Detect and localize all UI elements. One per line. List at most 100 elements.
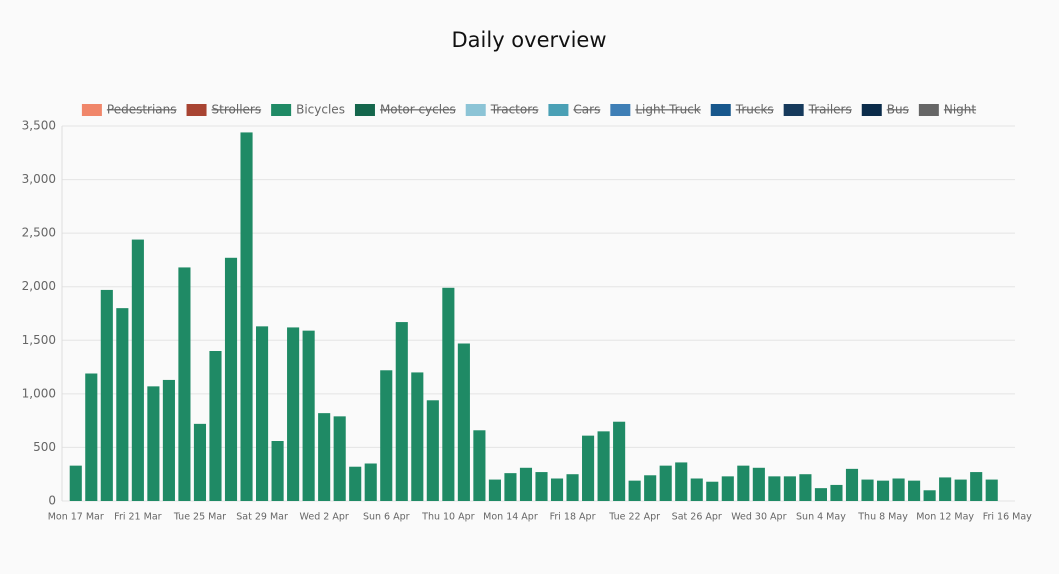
legend-swatch [354, 104, 375, 116]
bar [100, 289, 113, 501]
x-tick-label: Fri 16 May [983, 512, 1032, 523]
legend-swatch [186, 104, 207, 116]
bar [395, 322, 408, 501]
bar [985, 479, 998, 501]
legend-label: Motor cycles [380, 103, 456, 117]
bar [240, 132, 253, 501]
legend-label: Trucks [735, 103, 774, 117]
bar [193, 423, 207, 501]
bar [597, 431, 610, 501]
bar [535, 472, 548, 501]
legend-swatch [271, 104, 292, 116]
bar [706, 481, 719, 501]
legend-swatch [918, 104, 939, 116]
legend-swatch [548, 104, 569, 116]
legend-swatch [710, 104, 731, 116]
bar [830, 484, 843, 501]
bar [333, 416, 346, 501]
bar [116, 308, 129, 501]
legend-label: Trailers [808, 103, 852, 117]
bar [162, 379, 175, 501]
bar [488, 479, 501, 501]
bar [768, 476, 781, 501]
bar [954, 479, 967, 501]
x-tick-label: Mon 17 Mar [48, 512, 104, 523]
bar [675, 462, 688, 501]
legend-label: Light Truck [635, 103, 700, 117]
bar [85, 373, 98, 501]
legend-label: Pedestrians [107, 103, 177, 117]
bar [287, 327, 300, 501]
bar [69, 465, 82, 501]
bar [566, 474, 579, 501]
x-tick-label: Tue 22 Apr [608, 512, 660, 523]
bar [659, 465, 672, 501]
bar [256, 326, 269, 501]
x-tick-label: Sat 29 Mar [236, 512, 288, 523]
bar [426, 400, 439, 501]
bar [442, 287, 455, 501]
bar [519, 467, 533, 501]
legend-swatch [783, 104, 804, 116]
x-tick-label: Fri 21 Mar [114, 512, 161, 523]
bar [302, 330, 315, 501]
x-tick-label: Tue 25 Mar [173, 512, 226, 523]
x-tick-label: Wed 30 Apr [731, 512, 786, 523]
bar [224, 257, 238, 501]
x-tick-label: Sat 26 Apr [672, 512, 722, 523]
legend-swatch [861, 104, 882, 116]
legend-swatch [465, 104, 486, 116]
x-tick-label: Mon 14 Apr [483, 512, 538, 523]
y-tick-label: 3,500 [22, 119, 56, 133]
x-tick-label: Sun 6 Apr [363, 512, 410, 523]
legend-label: Night [944, 103, 977, 117]
bar [737, 465, 750, 501]
bar [721, 476, 734, 501]
bar [582, 435, 595, 501]
bar [644, 475, 657, 501]
legend-label: Cars [573, 103, 600, 117]
chart-title: Daily overview [452, 28, 607, 52]
x-tick-label: Fri 18 Apr [550, 512, 596, 523]
legend-label: Bus [887, 103, 909, 117]
bar [613, 421, 626, 501]
x-tick-label: Sun 4 May [796, 512, 846, 523]
bar [271, 441, 284, 501]
bar [349, 466, 362, 501]
legend-label: Strollers [212, 103, 262, 117]
y-tick-label: 3,000 [22, 172, 56, 186]
legend-label: Bicycles [296, 103, 345, 117]
bar [411, 372, 424, 501]
x-tick-label: Thu 10 Apr [421, 512, 475, 523]
bar [970, 472, 983, 501]
legend-label: Tractors [490, 103, 539, 117]
bar [318, 413, 331, 501]
bar [147, 386, 160, 501]
bar [178, 267, 191, 501]
x-tick-label: Mon 12 May [916, 512, 974, 523]
bar [457, 343, 470, 501]
bar [799, 474, 812, 501]
bar [923, 490, 936, 501]
y-tick-label: 1,500 [22, 333, 56, 347]
bar [504, 473, 517, 501]
bar [690, 478, 703, 501]
bar [783, 476, 796, 501]
bar [628, 480, 641, 501]
legend-swatch [81, 104, 102, 116]
y-tick-label: 2,000 [22, 279, 56, 293]
bar [550, 478, 564, 501]
bar [845, 468, 859, 501]
y-tick-label: 1,000 [22, 386, 56, 400]
y-tick-label: 2,500 [22, 226, 56, 240]
bar [364, 463, 377, 501]
bar [752, 467, 765, 501]
bar [209, 351, 222, 501]
y-tick-label: 500 [33, 440, 56, 454]
x-tick-label: Wed 2 Apr [300, 512, 349, 523]
bar [876, 480, 890, 501]
y-tick-label: 0 [48, 494, 56, 508]
x-tick-label: Thu 8 May [857, 512, 908, 523]
bar [473, 430, 486, 501]
